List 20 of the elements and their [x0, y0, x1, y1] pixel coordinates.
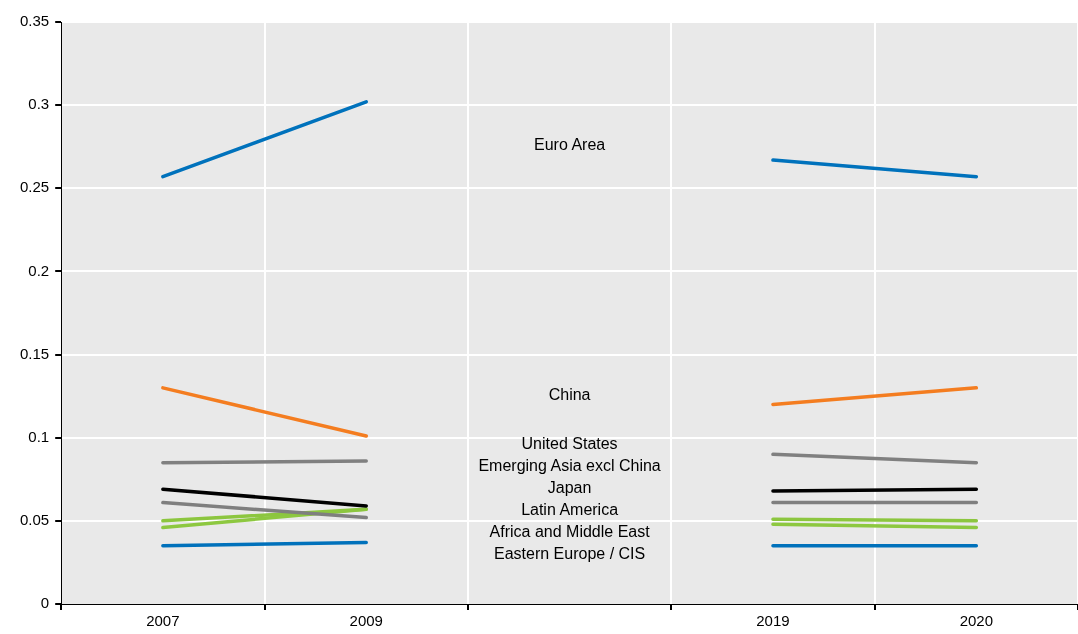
annotation: Japan [547, 478, 592, 496]
annotation: Africa and Middle East [489, 522, 651, 540]
y-tick-label: 0.3 [28, 95, 50, 113]
annotation: China [548, 386, 591, 404]
annotation: Emerging Asia excl China [478, 456, 661, 474]
annotation: Eastern Europe / CIS [494, 544, 646, 562]
y-tick-label: 0 [40, 594, 50, 612]
x-tick-label: 2020 [959, 612, 994, 630]
y-tick-label: 0.15 [19, 344, 50, 362]
y-tick-label: 0.2 [28, 261, 50, 279]
annotation: United States [521, 434, 618, 452]
y-tick-label: 0.05 [19, 511, 50, 528]
x-tick-label: 2019 [756, 612, 790, 630]
x-tick-label: 2009 [349, 612, 383, 630]
annotation: Latin America [521, 500, 619, 518]
annotation: Euro Area [534, 136, 606, 154]
x-tick-label: 2007 [146, 612, 180, 630]
y-tick-label: 0.25 [19, 178, 50, 196]
y-tick-label: 0.35 [19, 12, 50, 30]
y-tick-label: 0.1 [28, 427, 50, 445]
